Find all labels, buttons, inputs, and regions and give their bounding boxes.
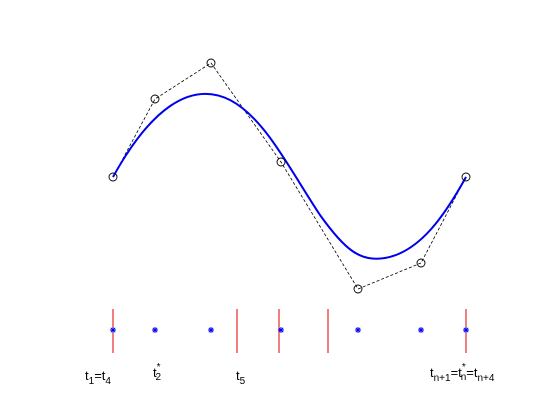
control-point xyxy=(150,94,160,104)
control-point xyxy=(108,172,118,182)
control-polygon xyxy=(112,62,467,290)
knot-stars xyxy=(110,327,469,333)
control-point xyxy=(206,58,216,68)
knot-star xyxy=(463,327,469,333)
control-point xyxy=(416,258,426,268)
knot-label: t* 2 xyxy=(153,362,162,383)
knot-star xyxy=(110,327,116,333)
knot-star xyxy=(355,327,361,333)
knot-star xyxy=(208,327,214,333)
control-points xyxy=(108,58,471,294)
knot-star xyxy=(418,327,424,333)
knot-label: t1=t4 xyxy=(85,368,111,387)
knot-label: tn+1=t* n=tn+4 xyxy=(430,362,495,384)
control-point xyxy=(461,172,471,182)
knot-label: t5 xyxy=(236,368,246,387)
knot-star xyxy=(152,327,158,333)
control-point xyxy=(353,284,363,294)
spline-curve xyxy=(112,92,467,260)
knot-star xyxy=(278,327,284,333)
control-point xyxy=(276,157,286,167)
